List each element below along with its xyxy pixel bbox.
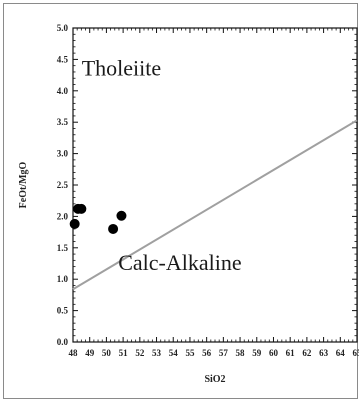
- data-points: [69, 203, 127, 234]
- y-tick-label: 2.0: [57, 211, 69, 221]
- figure-frame: 48 49 50 51 52 53 54 55 56 57 58 59 60 61 62 63 64 65 0.0 0…: [3, 3, 359, 399]
- y-axis-label: FeOt/MgO: [18, 161, 29, 208]
- x-axis-label: SiO2: [204, 374, 225, 385]
- ticks: 48 49 50 51 52 53 54 55 56 57 58 59 60 61 62 63 64 65 0.0 0…: [57, 23, 359, 358]
- x-tick-label: 63: [319, 348, 329, 358]
- chart: 48 49 50 51 52 53 54 55 56 57 58 59 60 61 62 63 64 65 0.0 0…: [18, 23, 359, 385]
- x-tick-label: 62: [302, 348, 312, 358]
- tholeiite-label: Tholeiite: [82, 56, 161, 81]
- y-tick-label: 2.5: [57, 180, 69, 190]
- x-tick-label: 54: [169, 348, 179, 358]
- calc-alkaline-label: Calc-Alkaline: [118, 250, 241, 275]
- y-tick-label: 1.0: [57, 274, 69, 284]
- x-tick-label: 49: [85, 348, 95, 358]
- x-tick-label: 59: [252, 348, 262, 358]
- y-tick-label: 0.5: [57, 306, 69, 316]
- x-tick-label: 51: [119, 348, 129, 358]
- plot-area: [72, 27, 358, 343]
- x-tick-label: 50: [102, 348, 112, 358]
- data-point: [69, 218, 80, 229]
- x-tick-label: 52: [135, 348, 145, 358]
- y-tick-label: 4.5: [57, 54, 69, 64]
- y-tick-label: 1.5: [57, 243, 69, 253]
- x-tick-label: 65: [353, 348, 360, 358]
- y-tick-label: 4.0: [57, 86, 69, 96]
- x-tick-label: 55: [185, 348, 195, 358]
- y-tick-label: 3.0: [57, 149, 69, 159]
- x-tick-label: 48: [69, 348, 79, 358]
- divider: [72, 119, 358, 291]
- x-tick-label: 64: [336, 348, 346, 358]
- x-tick-label: 57: [219, 348, 229, 358]
- data-point: [108, 223, 119, 234]
- x-tick-label: 53: [152, 348, 162, 358]
- y-tick-label: 3.5: [57, 117, 69, 127]
- annotations: Tholeiite Calc-Alkaline: [82, 56, 242, 275]
- tholeiite-calc-alkaline-divider: [72, 119, 358, 291]
- x-tick-label: 61: [286, 348, 296, 358]
- data-point: [116, 210, 127, 221]
- x-tick-label: 60: [269, 348, 279, 358]
- x-tick-label: 56: [202, 348, 212, 358]
- x-tick-label: 58: [236, 348, 246, 358]
- y-tick-label: 0.0: [57, 337, 69, 347]
- data-point: [76, 203, 87, 214]
- y-tick-label: 5.0: [57, 23, 69, 33]
